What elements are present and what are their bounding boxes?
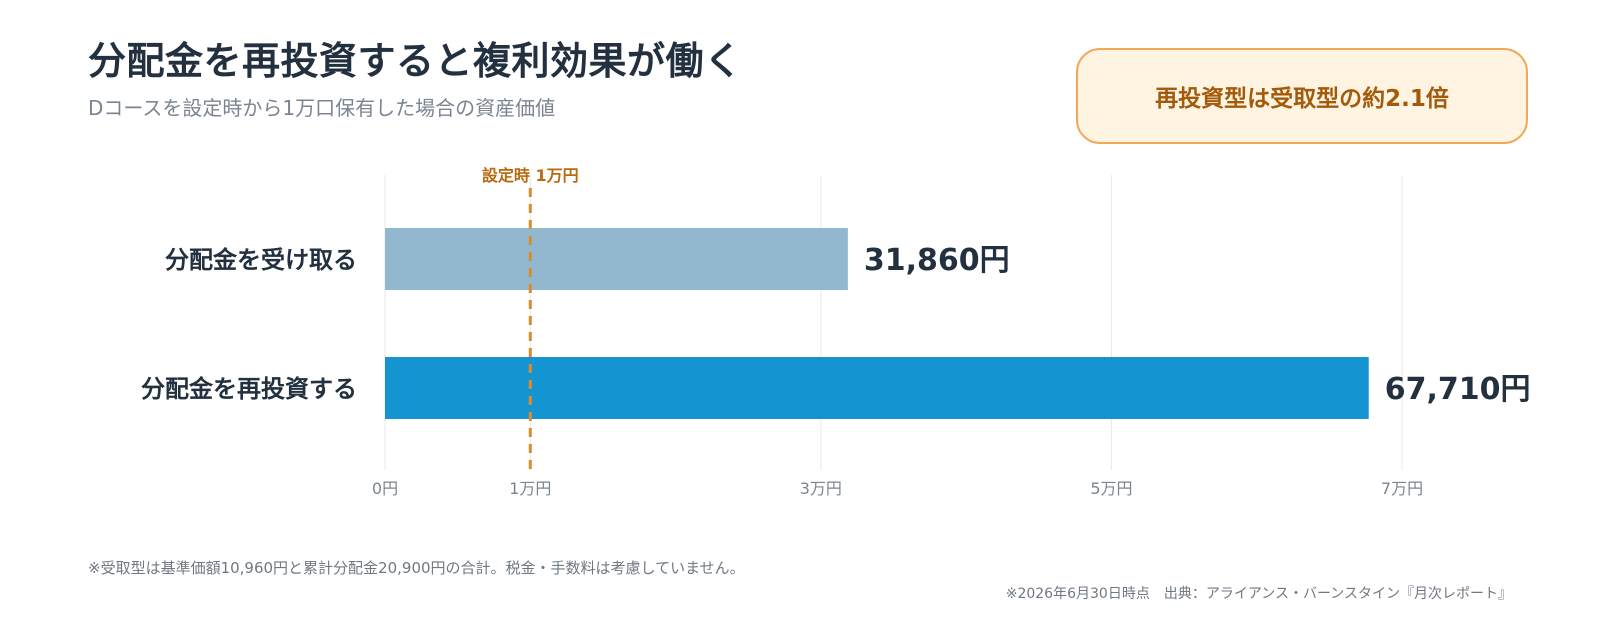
- category-label: 分配金を再投資する: [141, 375, 357, 403]
- x-tick-label: 0円: [372, 479, 398, 498]
- x-tick-label: 7万円: [1381, 479, 1423, 498]
- bar: [385, 228, 848, 290]
- value-label: 67,710円: [1385, 372, 1531, 407]
- reference-line-label: 設定時 1万円: [482, 166, 579, 185]
- category-label: 分配金を受け取る: [165, 246, 357, 274]
- value-label: 31,860円: [864, 243, 1010, 278]
- x-tick-label: 5万円: [1090, 479, 1132, 498]
- footnote: ※受取型は基準価額10,960円と累計分配金20,900円の合計。税金・手数料は…: [88, 559, 745, 577]
- x-tick-label: 1万円: [509, 479, 551, 498]
- bar: [385, 357, 1369, 419]
- chart-title: 分配金を再投資すると複利効果が働く: [88, 39, 743, 83]
- source-note: ※2026年6月30日時点 出典：アライアンス・バーンスタイン『月次レポート』: [1005, 586, 1512, 602]
- comparison-callout: 再投資型は受取型の約2.1倍: [1076, 48, 1528, 144]
- chart-subtitle: Dコースを設定時から1万口保有した場合の資産価値: [88, 96, 556, 120]
- x-tick-label: 3万円: [800, 479, 842, 498]
